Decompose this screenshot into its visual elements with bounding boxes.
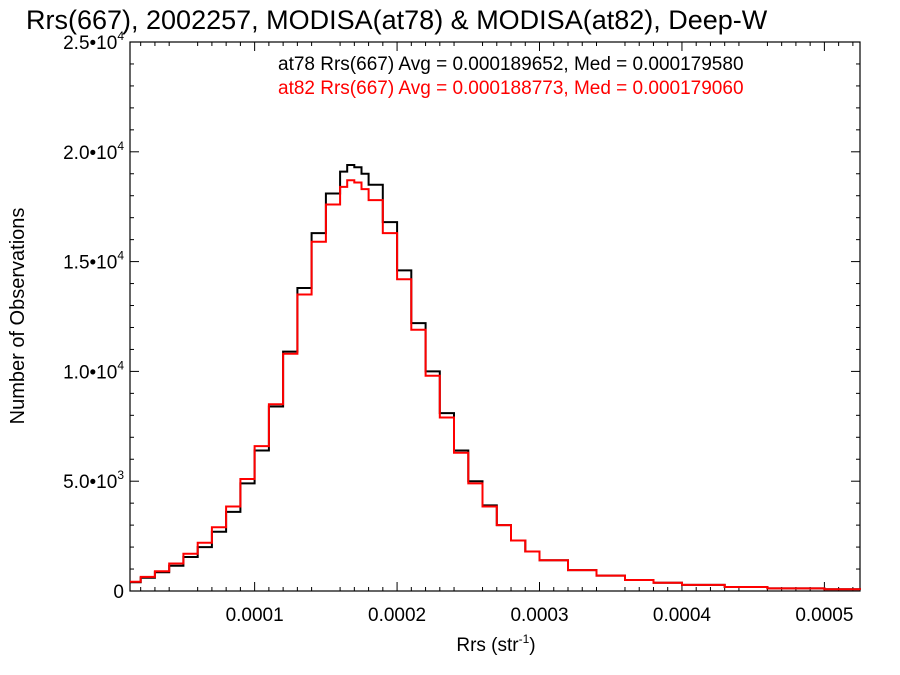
y-tick-label: 1.0•104 <box>63 358 124 383</box>
y-tick-label: 2.0•104 <box>63 139 124 164</box>
plot-frame <box>129 41 861 592</box>
y-tick-mantissa: 2.5•10 <box>63 33 117 54</box>
x-axis: 0.0001 0.0002 0.0003 0.0004 0.0005 <box>140 42 853 626</box>
legend-annotation-at78: at78 Rrs(667) Avg = 0.000189652, Med = 0… <box>278 54 744 75</box>
y-tick-mantissa: 1.0•10 <box>63 362 117 383</box>
y-tick-mantissa: 1.5•10 <box>63 253 117 274</box>
legend-annotation-at82: at82 Rrs(667) Avg = 0.000188773, Med = 0… <box>278 78 744 99</box>
y-tick-exponent: 3 <box>117 468 124 482</box>
x-axis-label: Rrs (str-1) <box>456 632 535 656</box>
x-tick-label: 0.0001 <box>226 605 284 626</box>
x-tick-label: 0.0002 <box>368 605 426 626</box>
x-axis-label-close: ) <box>529 635 535 656</box>
series-group <box>130 164 861 591</box>
x-tick-label: 0.0003 <box>510 605 568 626</box>
y-tick-mantissa: 0 <box>113 582 124 603</box>
y-tick-exponent: 4 <box>117 249 124 263</box>
y-tick-exponent: 4 <box>117 358 124 372</box>
y-tick-label: 0 <box>113 582 124 603</box>
y-tick-exponent: 4 <box>117 29 124 43</box>
y-tick-mantissa: 5.0•10 <box>63 472 117 493</box>
y-tick-mantissa: 2.0•10 <box>63 143 117 164</box>
series-line-at82 <box>130 179 861 591</box>
y-tick-label: 1.5•104 <box>63 249 124 274</box>
y-tick-label: 2.5•104 <box>63 29 124 54</box>
x-tick-label: 0.0005 <box>795 605 853 626</box>
series-line-at78 <box>130 164 861 591</box>
x-axis-label-text: Rrs (str <box>456 635 519 656</box>
y-axis-label: Number of Observations <box>7 208 29 425</box>
x-tick-label: 0.0004 <box>653 605 712 626</box>
y-tick-exponent: 4 <box>117 139 124 153</box>
y-tick-label: 5.0•103 <box>63 468 124 493</box>
x-axis-label-exponent: -1 <box>519 632 530 646</box>
chart-title: Rrs(667), 2002257, MODISA(at78) & MODISA… <box>26 5 768 35</box>
